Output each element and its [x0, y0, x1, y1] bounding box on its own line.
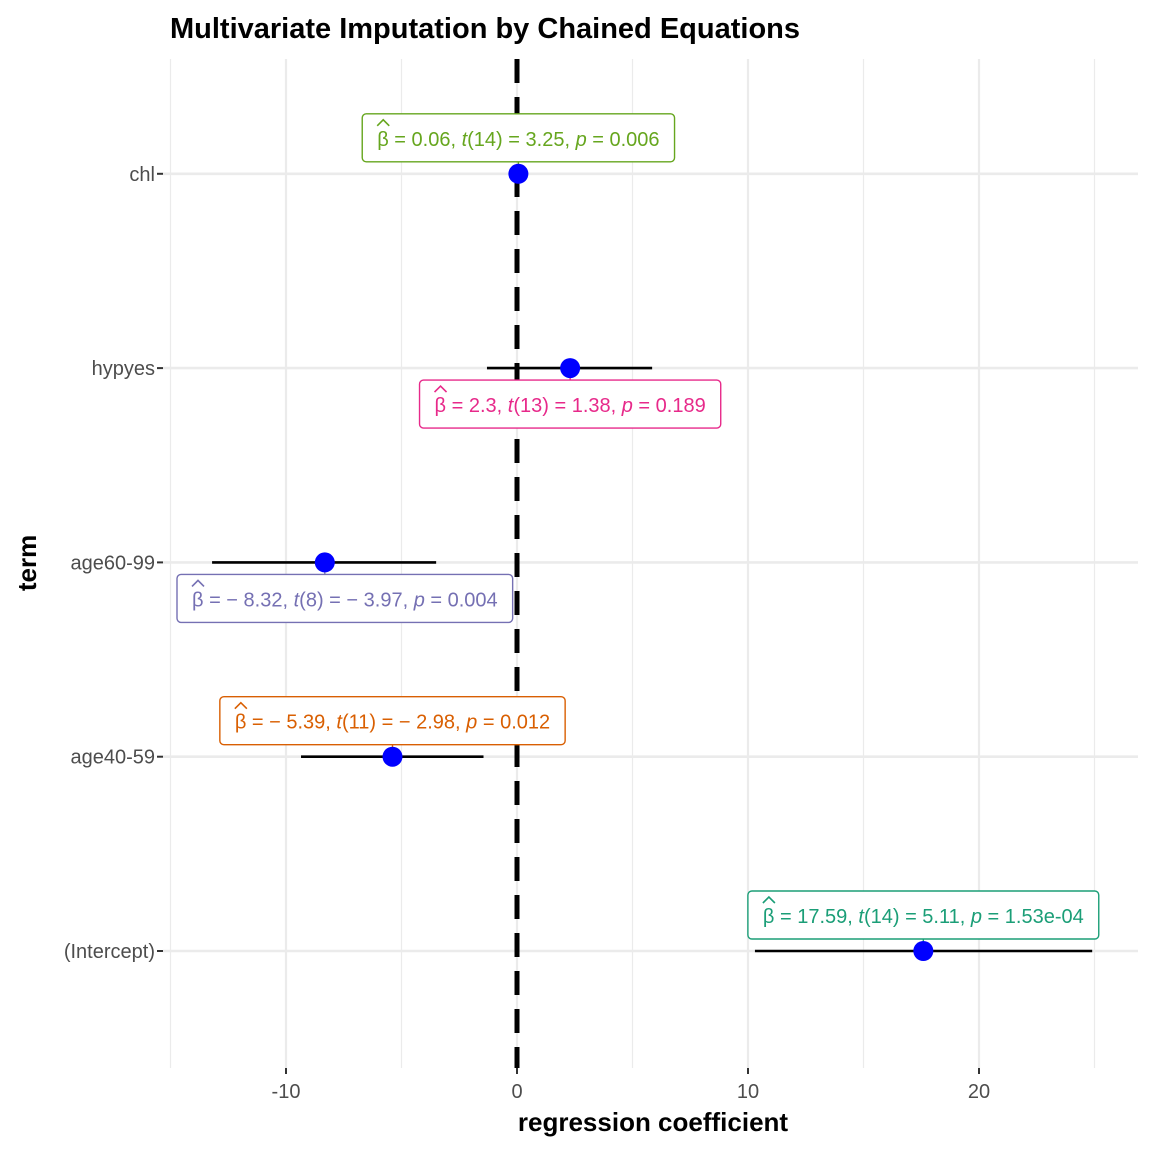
annotation-text-part: (13) [513, 395, 549, 417]
estimate-point [560, 358, 581, 379]
annotation-text-part: = 2.3, [446, 395, 508, 417]
estimate-point [382, 746, 403, 767]
annotation-text: β = − 5.39, t(11) = − 2.98, p = 0.012 [235, 712, 550, 734]
beta-hat-mark [191, 579, 205, 587]
annotation-text-part: = − 5.39, [246, 712, 336, 734]
annotation-text-part: t [294, 589, 301, 611]
estimate-point [508, 163, 529, 184]
annotation-text-part: = − 3.97, [324, 589, 414, 611]
beta-hat-mark [376, 118, 390, 127]
annotation-text-part: (8) [299, 589, 323, 611]
annotation-text-part: = 3.25, [503, 129, 576, 151]
annotation-text: β = 2.3, t(13) = 1.38, p = 0.189 [435, 395, 706, 417]
annotation-text-part: = − 2.98, [376, 712, 466, 734]
x-tick-label: 20 [968, 1081, 990, 1103]
x-tick-label: 0 [511, 1081, 522, 1103]
annotation-text-part: β [435, 395, 447, 417]
annotation-label: β = 2.3, t(13) = 1.38, p = 0.189 [418, 368, 722, 429]
annotation-label: β = 17.59, t(14) = 5.11, p = 1.53e-04 [747, 890, 1100, 951]
y-tick-label: hypyes [92, 358, 155, 380]
annotation-text-part: = 0.06, [389, 129, 462, 151]
annotation-text: β = − 8.32, t(8) = − 3.97, p = 0.004 [192, 589, 498, 611]
x-tick-label: -10 [272, 1081, 301, 1103]
annotation-box [176, 573, 514, 624]
annotation-text-part: β [763, 906, 775, 928]
annotation-text-part: = 0.189 [633, 395, 706, 417]
annotation-text-part: p [575, 129, 587, 151]
annotation-text-part: β [377, 129, 389, 151]
annotation-text-part: p [970, 906, 982, 928]
annotation-text-part: = 5.11, [900, 906, 971, 928]
chart-title: Multivariate Imputation by Chained Equat… [170, 13, 800, 45]
axes: -10 0 10 20 (Intercept) age40-59 age60-99 hypye… [64, 164, 990, 1103]
annotation-text-part: = 0.006 [587, 129, 660, 151]
x-tick-label: 10 [737, 1081, 759, 1103]
annotation-text-part: (14) [864, 906, 900, 928]
y-tick-label: age40-59 [70, 747, 155, 769]
annotation-text-part: t [462, 129, 469, 151]
annotation-text-part: p [413, 589, 425, 611]
annotation-text-part: = 0.012 [477, 712, 550, 734]
annotation-text-part: t [336, 712, 343, 734]
annotation-text-part: t [858, 906, 865, 928]
beta-hat-mark [433, 384, 448, 393]
estimate-point [913, 941, 934, 961]
annotation-text-part: β [192, 589, 204, 611]
y-tick-label: age60-99 [70, 552, 155, 574]
estimate-point [314, 552, 335, 573]
y-tick-label: (Intercept) [64, 941, 155, 963]
annotation-text-part: = 1.38, [549, 395, 622, 417]
annotation-text-part: p [465, 712, 477, 734]
annotation-text-part: = − 8.32, [204, 589, 294, 611]
annotation-text-part: = 17.59, [774, 906, 858, 928]
annotation-text-part: (11) [342, 712, 376, 734]
annotation-label: β = − 8.32, t(8) = − 3.97, p = 0.004 [176, 562, 514, 624]
annotation-text-part: = 1.53e-04 [982, 906, 1084, 928]
x-axis-title: regression coefficient [518, 1107, 789, 1137]
annotation-text-part: β [235, 712, 247, 734]
annotation-text-part: (14) [467, 129, 503, 151]
annotation-label: β = − 5.39, t(11) = − 2.98, p = 0.012 [219, 696, 566, 757]
beta-hat-mark [234, 701, 248, 710]
annotation-text-part: p [621, 395, 633, 417]
annotation-text: β = 17.59, t(14) = 5.11, p = 1.53e-04 [763, 906, 1084, 928]
annotation-labels: β = 17.59, t(14) = 5.11, p = 1.53e-04β =… [176, 113, 1100, 961]
beta-hat-mark [762, 895, 776, 904]
annotation-text: β = 0.06, t(14) = 3.25, p = 0.006 [377, 129, 659, 151]
y-tick-label: chl [129, 164, 155, 186]
annotation-label: β = 0.06, t(14) = 3.25, p = 0.006 [361, 113, 676, 174]
annotation-text-part: t [508, 395, 515, 417]
annotation-text-part: = 0.004 [425, 589, 498, 611]
y-axis-title: term [12, 535, 42, 591]
